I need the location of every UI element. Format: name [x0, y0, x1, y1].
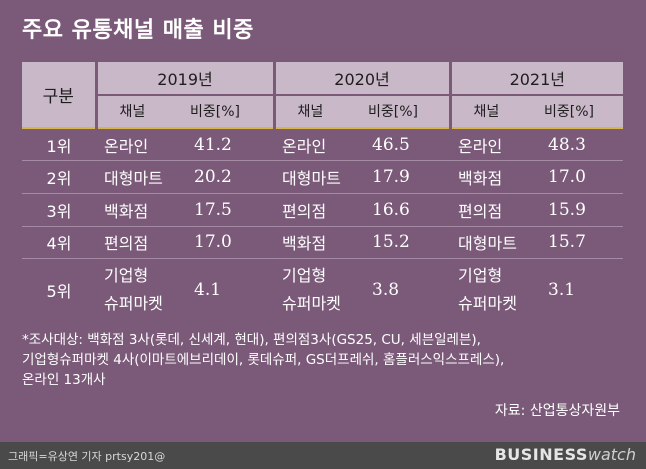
rank-header: 구분: [22, 62, 96, 129]
channel-cell: 백화점: [96, 193, 184, 227]
channel-cell: 편의점: [96, 225, 184, 259]
share-cell: 17.5: [184, 193, 275, 227]
channel-cell: 온라인: [96, 127, 184, 161]
channel-cell: 대형마트: [96, 160, 184, 194]
rank-cell: 3위: [22, 193, 96, 227]
channel-line: 기업형: [104, 265, 149, 285]
channel-cell: 온라인: [274, 127, 363, 161]
channel-line: 슈퍼마켓: [282, 293, 341, 313]
source-note: 자료: 산업통상자원부: [494, 403, 620, 419]
rank-cell: 5위: [22, 258, 96, 320]
note-line: 기업형슈퍼마켓 4사(이마트에브리데이, 롯데슈퍼, GS더프레쉬, 홈플러스익…: [22, 352, 505, 368]
channel-cell: 백화점: [450, 160, 539, 194]
share-cell: 46.5: [362, 127, 451, 161]
table-row: 1위 온라인 41.2 온라인 46.5 온라인 48.3: [22, 127, 624, 161]
channel-line: 기업형: [282, 265, 327, 285]
channel-cell: 대형마트: [450, 225, 539, 259]
rank-cell: 2위: [22, 160, 96, 194]
share-cell: 15.9: [538, 193, 624, 227]
channel-cell: 편의점: [274, 193, 363, 227]
rank-cell: 4위: [22, 225, 96, 259]
share-cell: 15.7: [538, 225, 624, 259]
share-cell: 48.3: [538, 127, 624, 161]
channel-cell: 대형마트: [274, 160, 363, 194]
channel-cell: 기업형 슈퍼마켓: [96, 258, 184, 320]
note-line: 온라인 13개사: [22, 372, 106, 388]
channel-cell: 기업형 슈퍼마켓: [450, 258, 539, 320]
year-header-2019: 2019년: [94, 62, 275, 95]
share-cell: 15.2: [362, 225, 451, 259]
share-cell: 20.2: [184, 160, 275, 194]
survey-notes: *조사대상: 백화점 3사(롯데, 신세계, 현대), 편의점3사(GS25, …: [22, 330, 622, 390]
share-cell: 41.2: [184, 127, 275, 161]
channel-cell: 온라인: [450, 127, 539, 161]
share-cell: 3.8: [362, 258, 451, 320]
channel-cell: 기업형 슈퍼마켓: [274, 258, 363, 320]
share-cell: 17.9: [362, 160, 451, 194]
brand-logo-bold: BUSINESS: [494, 445, 588, 464]
page-title: 주요 유통채널 매출 비중: [22, 18, 254, 43]
channel-line: 슈퍼마켓: [104, 293, 163, 313]
graphic-credit: 그래픽=유상연 기자 prtsy201@: [8, 450, 166, 463]
rank-cell: 1위: [22, 127, 96, 161]
share-cell: 17.0: [184, 225, 275, 259]
share-subheader: 비중[%]: [184, 93, 275, 129]
channel-cell: 편의점: [450, 193, 539, 227]
brand-logo: BUSINESSwatch: [495, 445, 636, 464]
channel-subheader: 채널: [448, 93, 539, 129]
channel-subheader: 채널: [272, 93, 363, 129]
brand-logo-light: watch: [587, 445, 636, 464]
year-header-2020: 2020년: [272, 62, 451, 95]
channel-cell: 백화점: [274, 225, 363, 259]
table-row: 4위 편의점 17.0 백화점 15.2 대형마트 15.7: [22, 225, 624, 259]
table-row: 3위 백화점 17.5 편의점 16.6 편의점 15.9: [22, 193, 624, 227]
share-cell: 3.1: [538, 258, 624, 320]
footer-bar: 그래픽=유상연 기자 prtsy201@ BUSINESSwatch: [0, 442, 646, 469]
channel-share-table: 구분 2019년 2020년 2021년 채널 비중[%] 채널 비중[%] 채…: [22, 62, 624, 320]
table-row: 5위 기업형 슈퍼마켓 4.1 기업형 슈퍼마켓 3.8 기업형 슈퍼마켓 3.…: [22, 258, 624, 320]
channel-subheader: 채널: [94, 93, 184, 129]
share-subheader: 비중[%]: [362, 93, 451, 129]
share-subheader: 비중[%]: [538, 93, 624, 129]
share-cell: 16.6: [362, 193, 451, 227]
note-line: *조사대상: 백화점 3사(롯데, 신세계, 현대), 편의점3사(GS25, …: [22, 332, 481, 348]
table-row: 2위 대형마트 20.2 대형마트 17.9 백화점 17.0: [22, 160, 624, 194]
share-cell: 17.0: [538, 160, 624, 194]
year-header-2021: 2021년: [448, 62, 624, 95]
channel-line: 슈퍼마켓: [458, 293, 517, 313]
channel-line: 기업형: [458, 265, 503, 285]
share-cell: 4.1: [184, 258, 275, 320]
